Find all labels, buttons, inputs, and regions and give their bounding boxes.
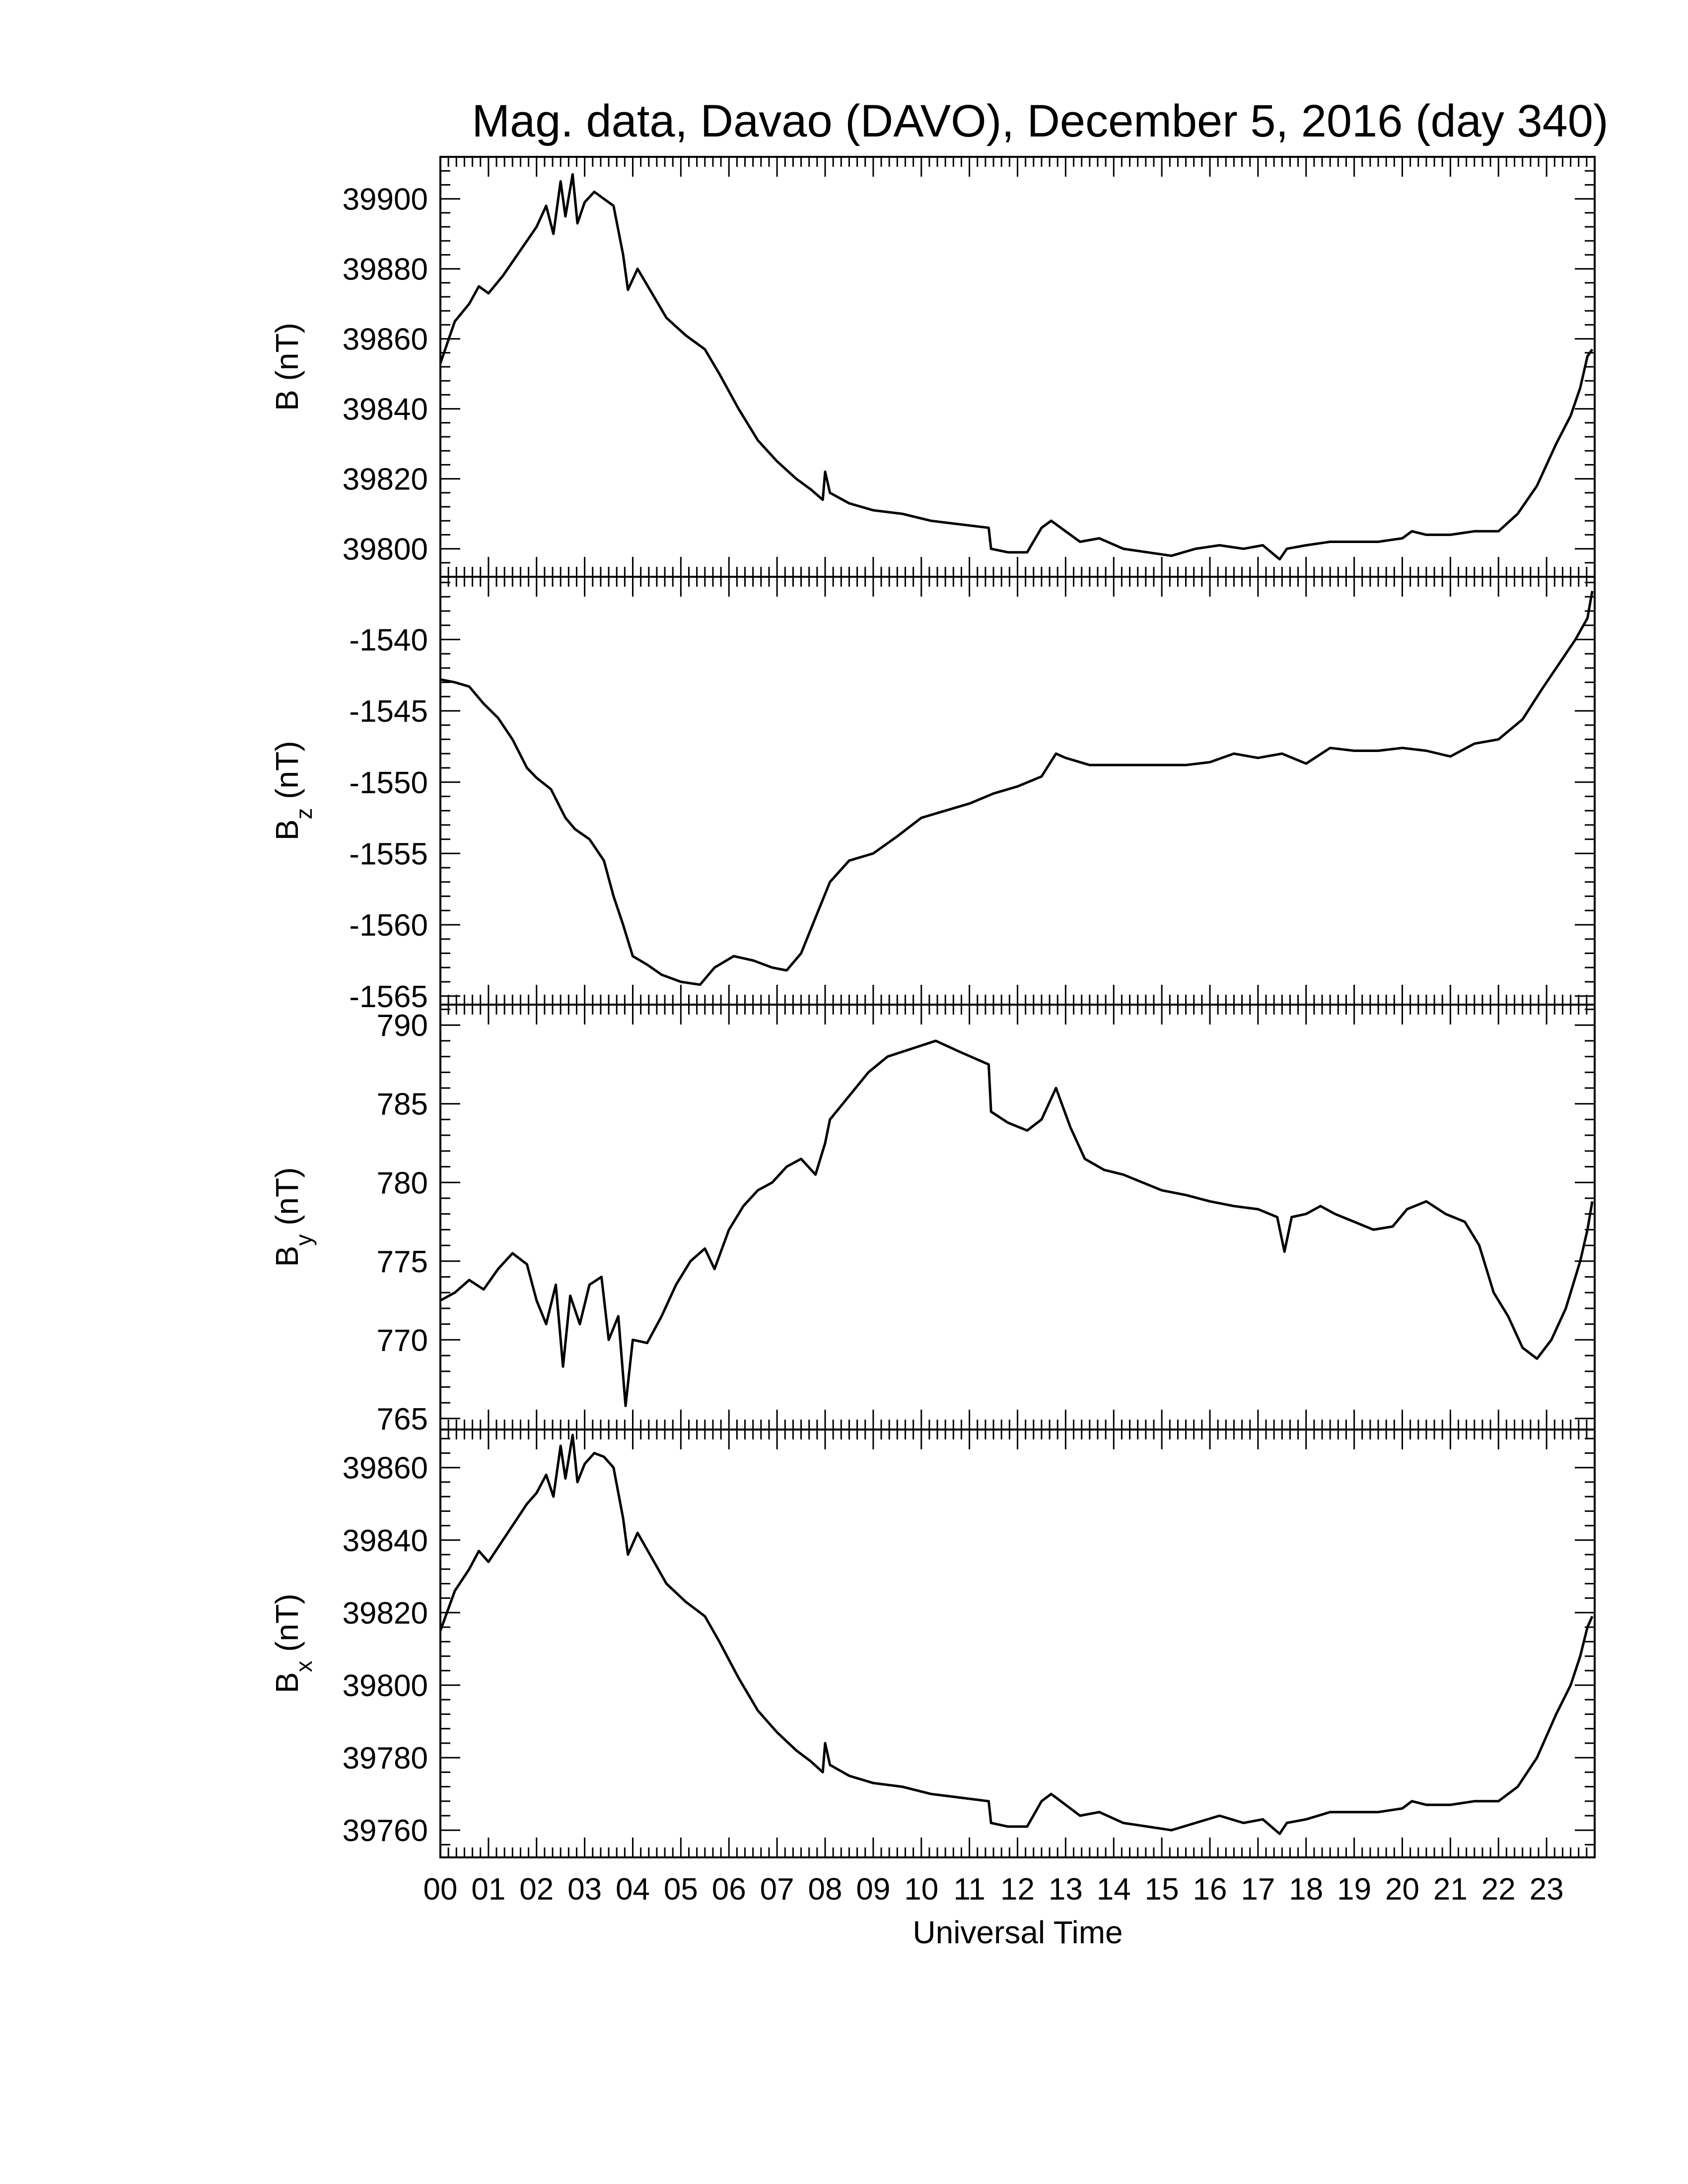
y-tick-label: 39820	[343, 463, 428, 497]
panel-b: 39800 39820 39840 39860 39880 39900 B (nT)	[269, 156, 1596, 578]
y-tick-label: 780	[377, 1166, 428, 1200]
y-axis-label-subscript: x	[291, 1661, 317, 1672]
plot-frame	[439, 156, 1596, 578]
x-tick-label: 09	[856, 1872, 890, 1907]
x-tick-label: 22	[1481, 1872, 1516, 1907]
y-tick-label: -1550	[349, 766, 428, 800]
y-axis-label: Bx (nT)	[269, 1594, 317, 1694]
y-axis-label-main: B	[269, 1246, 305, 1267]
x-tick-label: 20	[1385, 1872, 1419, 1907]
y-tick-label: 39840	[343, 393, 428, 427]
y-tick-label: 39800	[343, 1669, 428, 1703]
x-tick-label: 00	[423, 1872, 458, 1907]
y-tick-label: 775	[377, 1245, 428, 1279]
plot-frame	[439, 1004, 1596, 1431]
x-tick-label: 19	[1337, 1872, 1371, 1907]
x-tick-label: 11	[953, 1872, 985, 1907]
x-tick-label: 14	[1097, 1872, 1131, 1907]
y-tick-label: -1555	[349, 837, 428, 871]
x-tick-label: 10	[904, 1872, 938, 1907]
panel-bx: 39760 39780 39800 39820 39840 39860 Bx (nT)	[269, 1429, 1596, 1858]
x-tick-label: 04	[616, 1872, 650, 1907]
series-line-by	[439, 1039, 1594, 1407]
panel-bz: -1540 -1545 -1550 -1555 -1560 -1565 Bz (nT)	[269, 576, 1596, 1014]
x-tick-label: 17	[1241, 1872, 1275, 1907]
chart-title: Mag. data, Davao (DAVO), December 5, 201…	[472, 96, 1608, 146]
x-tick-label: 18	[1289, 1872, 1323, 1907]
y-axis-label: By (nT)	[269, 1167, 317, 1267]
y-axis-label: B (nT)	[269, 323, 305, 411]
x-tick-label: 03	[567, 1872, 602, 1907]
x-tick-label: 23	[1530, 1872, 1564, 1907]
x-tick-label: 21	[1433, 1872, 1468, 1907]
y-axis-label-unit: (nT)	[269, 741, 305, 808]
y-tick-label: 39860	[343, 323, 428, 357]
y-tick-label: -1545	[349, 694, 428, 729]
x-tick-label: 07	[760, 1872, 794, 1907]
y-axis-label-main: B	[269, 1672, 305, 1694]
y-tick-label: -1540	[349, 623, 428, 657]
x-tick-label: 13	[1049, 1872, 1083, 1907]
x-axis-label: Universal Time	[913, 1914, 1123, 1950]
x-tick-label: 16	[1193, 1872, 1227, 1907]
y-tick-label: 39900	[343, 183, 428, 217]
y-axis-label-unit: (nT)	[269, 323, 305, 390]
y-tick-label: 765	[377, 1402, 428, 1436]
panel-by: 765 770 775 780 785 790 By (nT)	[269, 1004, 1596, 1436]
y-tick-label: 39800	[343, 533, 428, 567]
y-tick-label: 39780	[343, 1741, 428, 1775]
y-tick-label: 785	[377, 1088, 428, 1122]
y-axis-label-unit: (nT)	[269, 1167, 305, 1234]
y-tick-label: 39880	[343, 253, 428, 287]
y-tick-label: -1565	[349, 980, 428, 1014]
x-tick-label: 15	[1145, 1872, 1179, 1907]
x-tick-label: 06	[712, 1872, 746, 1907]
y-axis-label-subscript: z	[291, 808, 317, 819]
y-tick-label: 39820	[343, 1596, 428, 1631]
y-axis-label: Bz (nT)	[269, 741, 317, 841]
plot-frame	[439, 1429, 1596, 1858]
x-tick-label: 12	[1000, 1872, 1035, 1907]
y-tick-label: 790	[377, 1009, 428, 1043]
x-tick-label: 05	[664, 1872, 698, 1907]
series-line-bx	[439, 1433, 1594, 1835]
y-tick-label: 39860	[343, 1451, 428, 1486]
series-line-b	[439, 173, 1594, 561]
x-tick-label: 02	[519, 1872, 554, 1907]
y-axis-label-subscript: y	[291, 1234, 317, 1246]
x-tick-label: 01	[471, 1872, 505, 1907]
y-tick-label: 770	[377, 1323, 428, 1358]
y-axis-label-main: B	[269, 390, 305, 411]
y-tick-label: 39760	[343, 1814, 428, 1848]
x-tick-label: 08	[808, 1872, 843, 1907]
y-tick-label: -1560	[349, 908, 428, 943]
y-axis-label-unit: (nT)	[269, 1594, 305, 1661]
x-tick-labels: 00 01 02 03 04 05 06 07 08 09 10 11 12 13 14 15 16 17 18 19…	[423, 1872, 1564, 1907]
y-axis-label-main: B	[269, 819, 305, 841]
plot-frame	[439, 576, 1596, 1006]
y-tick-label: 39840	[343, 1524, 428, 1558]
series-line-bz	[440, 591, 1594, 986]
